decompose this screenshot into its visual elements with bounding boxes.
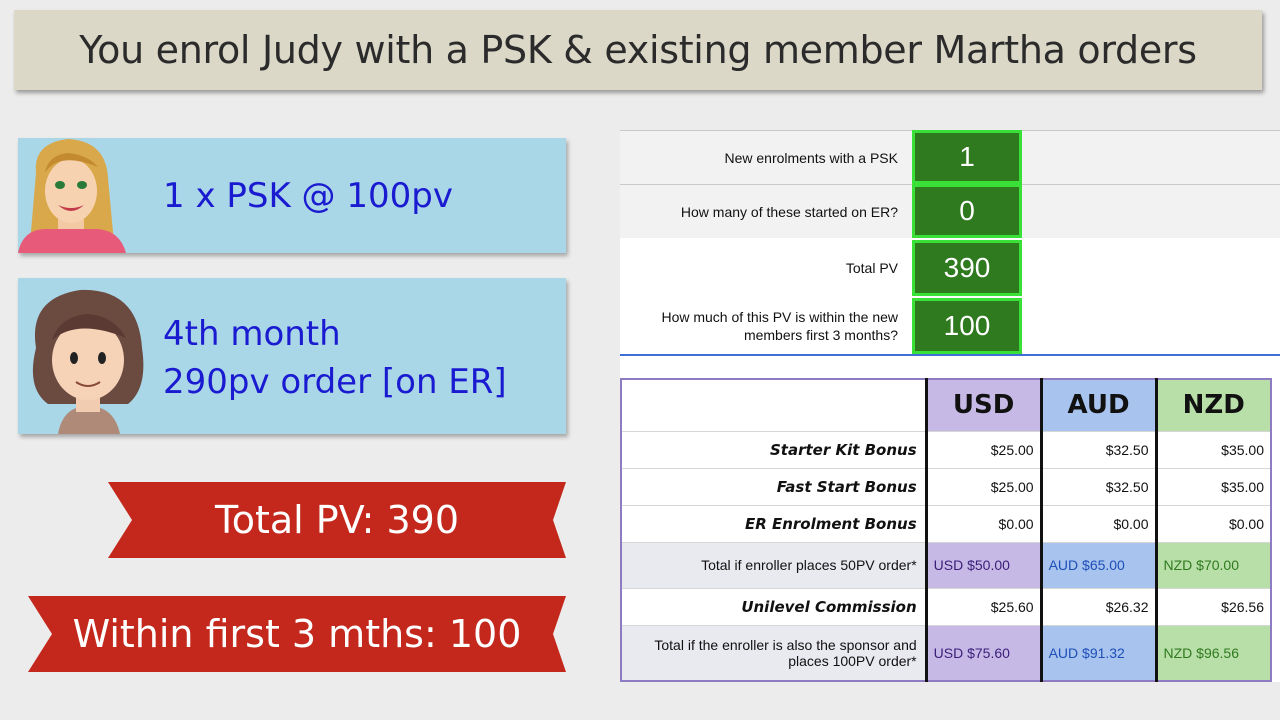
divider — [620, 354, 1280, 356]
input-label: How many of these started on ER? — [620, 184, 912, 238]
input-row-er: How many of these started on ER? 0 — [620, 184, 1280, 238]
martha-card-text: 4th month 290pv order [on ER] — [163, 314, 507, 402]
bonus-table: USD AUD NZD Starter Kit Bonus $25.00 $32… — [620, 378, 1272, 682]
total-pv-banner: Total PV: 390 — [108, 482, 566, 558]
banner-ribbon-icon — [28, 596, 566, 672]
nzd-header: NZD — [1154, 379, 1271, 432]
judy-avatar-icon — [18, 139, 126, 253]
er-count-input[interactable]: 0 — [912, 184, 1022, 238]
judy-card-text: 1 x PSK @ 100pv — [163, 176, 453, 216]
martha-card: 4th month 290pv order [on ER] — [18, 278, 566, 434]
input-row-within-pv: How much of this PV is within the new me… — [620, 298, 1280, 354]
table-row: Starter Kit Bonus $25.00 $32.50 $35.00 — [621, 431, 1271, 469]
enrolments-input[interactable]: 1 — [912, 130, 1022, 184]
aud-header: AUD — [1039, 379, 1157, 432]
input-row-total-pv: Total PV 390 — [620, 240, 1280, 296]
within-3-months-banner: Within first 3 mths: 100 — [28, 596, 566, 672]
table-row-total-50pv: Total if enroller places 50PV order* USD… — [621, 542, 1271, 589]
title-bar: You enrol Judy with a PSK & existing mem… — [14, 10, 1262, 90]
table-row-total-100pv: Total if the enroller is also the sponso… — [621, 625, 1271, 682]
total-pv-input[interactable]: 390 — [912, 240, 1022, 296]
table-header-row: USD AUD NZD — [621, 379, 1271, 432]
banner-ribbon-icon — [108, 482, 566, 558]
table-row: Fast Start Bonus $25.00 $32.50 $35.00 — [621, 468, 1271, 506]
calculator-sheet: New enrolments with a PSK 1 How many of … — [620, 130, 1280, 682]
input-label: How much of this PV is within the new me… — [620, 298, 912, 354]
table-row: Unilevel Commission $25.60 $26.32 $26.56 — [621, 588, 1271, 626]
page-title: You enrol Judy with a PSK & existing mem… — [79, 28, 1197, 72]
within-pv-input[interactable]: 100 — [912, 298, 1022, 354]
table-row: ER Enrolment Bonus $0.00 $0.00 $0.00 — [621, 505, 1271, 543]
input-label: Total PV — [620, 240, 912, 296]
martha-avatar-icon — [32, 289, 144, 434]
judy-card: 1 x PSK @ 100pv — [18, 138, 566, 253]
usd-header: USD — [924, 379, 1042, 432]
input-label: New enrolments with a PSK — [620, 130, 912, 184]
input-row-enrolments: New enrolments with a PSK 1 — [620, 130, 1280, 184]
